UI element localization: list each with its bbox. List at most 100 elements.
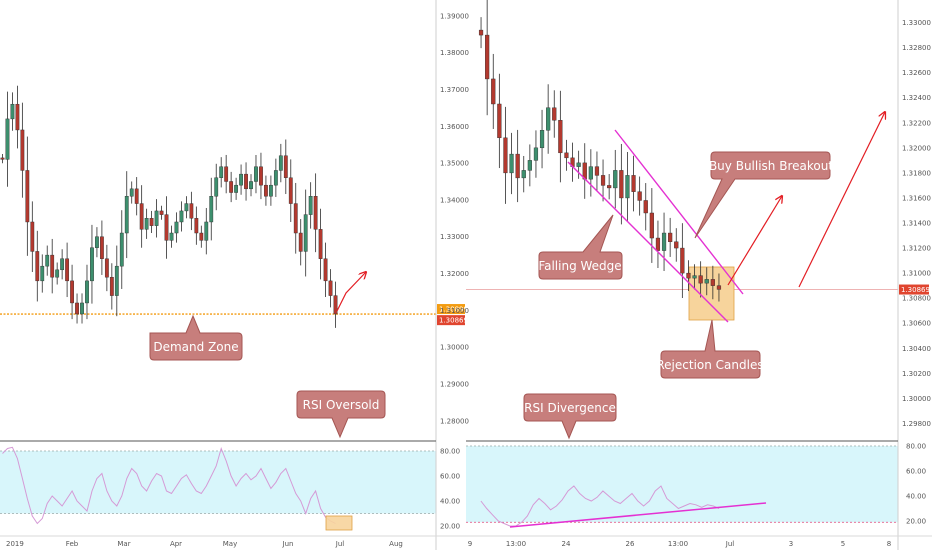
left-candle	[99, 236, 104, 259]
right-y-tick-label: 1.32800	[902, 44, 931, 52]
rsi-divergence-callout: RSI Divergence	[523, 393, 617, 440]
left-y-tick-label: 1.36000	[440, 123, 469, 131]
rsi-divergence-label: RSI Divergence	[524, 401, 616, 415]
right-candle	[619, 170, 624, 199]
right-price-panel[interactable]: 1.30869	[466, 0, 930, 323]
right-y-tick-label: 1.32200	[902, 119, 931, 127]
right-candle	[686, 272, 691, 279]
right-candle	[674, 241, 679, 249]
left-candle	[333, 295, 338, 315]
left-candle	[303, 214, 308, 252]
left-candle	[5, 118, 10, 160]
left-candle	[174, 221, 179, 234]
right-rsi-panel[interactable]	[466, 445, 898, 528]
right-y-tick-label: 1.30200	[902, 370, 931, 378]
right-candle	[485, 34, 490, 80]
left-y-tick-label: 1.32000	[440, 270, 469, 278]
left-candle	[259, 166, 263, 186]
left-candle	[179, 210, 184, 223]
right-candle	[600, 175, 606, 186]
left-candle	[109, 276, 114, 296]
right-rsi-tick-label: 80.00	[906, 443, 926, 451]
left-y-tick-label: 1.28000	[440, 417, 469, 425]
right-y-tick-label: 1.33000	[902, 19, 931, 27]
right-y-tick-label: 1.30000	[902, 395, 931, 403]
left-candle	[283, 155, 288, 178]
right-candle	[704, 279, 709, 284]
left-rsi-tick-label: 40.00	[440, 498, 460, 506]
left-candle	[134, 188, 139, 204]
left-candle	[80, 302, 84, 315]
right-y-tick-label: 1.31000	[902, 270, 931, 278]
left-candle	[268, 184, 273, 197]
right-candle	[643, 200, 648, 214]
right-y-tick-label: 1.29800	[902, 420, 931, 428]
rsi-oversold-label: RSI Oversold	[303, 398, 380, 412]
right-candle	[491, 78, 496, 105]
left-candle	[124, 196, 129, 234]
right-candle	[533, 147, 539, 161]
right-candle	[503, 137, 508, 174]
buy-bullish-breakout-callout: Buy Bullish Breakout	[694, 151, 833, 239]
left-y-tick-label: 1.30000	[440, 344, 469, 352]
left-x-tick-label: Aug	[389, 540, 403, 548]
right-rsi-tick-label: 40.00	[906, 493, 926, 501]
rsi-oversold-callout: RSI Oversold	[296, 390, 386, 439]
right-y-tick-label: 1.32400	[902, 94, 931, 102]
falling-wedge-callout: Falling Wedge	[538, 214, 623, 280]
right-x-tick-label: 13:00	[506, 540, 526, 548]
left-candle	[149, 218, 154, 226]
left-candle	[204, 221, 209, 241]
right-candle	[710, 279, 715, 286]
demand-zone-label: Demand Zone	[153, 340, 238, 354]
right-y-tick-label: 1.31400	[902, 220, 931, 228]
right-candle	[680, 247, 685, 274]
right-candle	[668, 232, 673, 242]
left-price-tag	[437, 304, 465, 315]
left-candle	[20, 129, 25, 171]
left-candle	[219, 166, 224, 178]
left-candle	[10, 103, 15, 120]
rejection-candles-label: Rejection Candles	[656, 358, 763, 372]
right-candle	[655, 237, 661, 251]
right-x-tick-label: 24	[562, 540, 571, 548]
right-candle	[716, 285, 722, 290]
right-candle	[576, 162, 581, 167]
right-candle	[564, 152, 569, 159]
left-x-tick-label: Jun	[282, 540, 294, 548]
left-candle	[75, 302, 79, 315]
right-x-tick-label: 3	[789, 540, 793, 548]
left-candle	[144, 218, 149, 230]
left-candle	[90, 247, 94, 282]
left-candle	[244, 173, 248, 190]
right-x-tick-label: 9	[468, 540, 472, 548]
left-y-tick-label: 1.33000	[440, 233, 469, 241]
rejection-candles-callout: Rejection Candles	[656, 319, 764, 379]
left-price-panel[interactable]: 1.30899 1.30869	[0, 85, 468, 328]
left-candle	[293, 203, 298, 234]
right-candle	[552, 107, 557, 121]
left-candle	[95, 236, 99, 248]
right-x-tick-label: 5	[841, 540, 845, 548]
right-y-tick-label: 1.31600	[902, 194, 931, 202]
left-candle	[199, 232, 204, 241]
right-candle	[515, 153, 520, 179]
wedge-upper-line	[614, 129, 744, 295]
left-candle	[45, 254, 50, 267]
right-y-tick-label: 1.30800	[902, 295, 931, 303]
right-candle	[594, 166, 600, 176]
left-candle	[318, 229, 323, 259]
right-y-tick-label: 1.32600	[902, 69, 931, 77]
falling-wedge-label: Falling Wedge	[538, 259, 621, 273]
left-rsi-panel[interactable]	[0, 446, 436, 531]
left-candle	[104, 258, 109, 278]
left-y-tick-label: 1.38000	[440, 49, 469, 57]
right-price-tag-label: 1.30869	[901, 286, 930, 294]
right-candle	[692, 275, 697, 279]
left-y-tick-label: 1.39000	[440, 12, 469, 20]
right-candle	[539, 130, 545, 149]
left-x-tick-label: Mar	[117, 540, 130, 548]
right-candle	[509, 153, 514, 174]
right-y-tick-label: 1.31200	[902, 245, 931, 253]
left-candle	[50, 254, 55, 278]
